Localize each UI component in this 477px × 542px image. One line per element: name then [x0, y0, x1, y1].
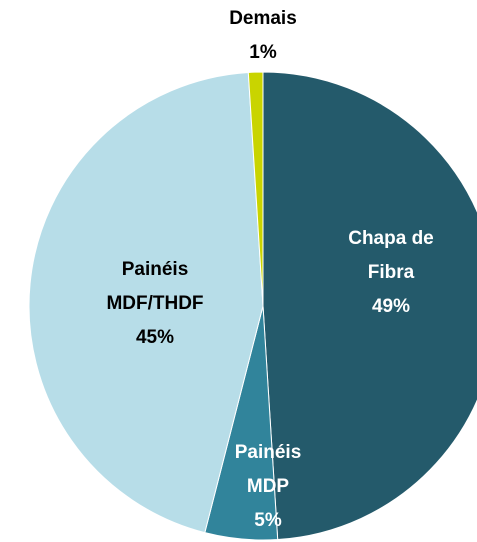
- pie-slice: [262, 71, 477, 541]
- slice-label: Demais 1%: [203, 2, 323, 70]
- slice-label: Painéis MDP 5%: [213, 436, 323, 538]
- value-label: 49%: [371, 296, 411, 317]
- pie-slice: [28, 71, 264, 534]
- category-label: Demais: [229, 8, 297, 29]
- category-label: Painéis MDF/THDF: [106, 259, 204, 314]
- value-label: 5%: [254, 510, 282, 531]
- value-label: 1%: [249, 42, 277, 63]
- category-label: Chapa de Fibra: [348, 228, 434, 283]
- category-label: Painéis MDP: [234, 442, 302, 497]
- pie-slice: [247, 71, 264, 307]
- slice-label: Painéis MDF/THDF 45%: [80, 253, 230, 355]
- value-label: 45%: [135, 327, 175, 348]
- slice-label: Chapa de Fibra 49%: [330, 222, 452, 324]
